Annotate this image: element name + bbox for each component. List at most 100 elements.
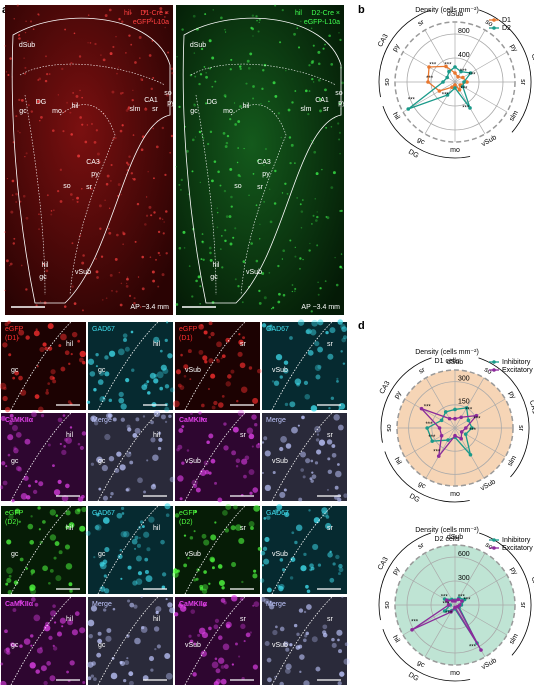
cell-dot bbox=[116, 512, 123, 519]
cell-dot bbox=[306, 328, 312, 335]
cell-dot bbox=[30, 569, 36, 574]
cell-dot bbox=[261, 272, 265, 275]
cell-dot bbox=[208, 433, 214, 439]
cell-dot bbox=[69, 111, 72, 114]
cell-dot bbox=[190, 412, 193, 416]
cell-dot bbox=[152, 279, 156, 283]
data-point bbox=[453, 605, 457, 610]
region-label: hil bbox=[66, 616, 73, 623]
region-label: sr bbox=[152, 106, 159, 113]
category-label: hil bbox=[393, 456, 403, 466]
cell-dot bbox=[58, 344, 62, 348]
cell-dot bbox=[224, 528, 230, 533]
cell-dot bbox=[244, 455, 250, 461]
cell-dot bbox=[9, 421, 13, 426]
cell-dot bbox=[6, 567, 13, 574]
layer-boundary bbox=[97, 412, 159, 502]
cell-dot bbox=[151, 270, 155, 274]
cell-dot bbox=[199, 181, 202, 184]
region-label: gc bbox=[19, 108, 27, 115]
cell-dot bbox=[230, 525, 236, 531]
cell-dot bbox=[121, 91, 124, 94]
cell-dot bbox=[255, 204, 258, 207]
cell-dot bbox=[290, 557, 296, 563]
cell-dot bbox=[46, 194, 49, 197]
cell-dot bbox=[79, 116, 82, 119]
cell-dot bbox=[260, 103, 262, 105]
cell-dot bbox=[337, 463, 340, 466]
cell-dot bbox=[224, 229, 227, 232]
region-outline bbox=[11, 17, 171, 304]
cell-dot bbox=[48, 581, 51, 585]
cell-dot bbox=[281, 258, 284, 260]
data-point bbox=[453, 416, 457, 421]
cell-dot bbox=[69, 589, 73, 593]
cell-dot bbox=[189, 378, 192, 381]
cell-dot bbox=[343, 335, 347, 340]
cell-dot bbox=[189, 639, 194, 644]
cell-dot bbox=[52, 379, 57, 384]
cell-dot bbox=[115, 290, 118, 293]
cell-dot bbox=[217, 657, 225, 664]
cell-dot bbox=[119, 464, 126, 471]
cell-dot bbox=[40, 413, 45, 418]
cell-dot bbox=[52, 604, 56, 608]
cell-dot bbox=[294, 246, 296, 249]
cell-dot bbox=[309, 242, 311, 245]
cell-dot bbox=[178, 246, 182, 250]
cell-dot bbox=[101, 298, 104, 301]
cell-dot bbox=[217, 402, 224, 408]
cell-dot bbox=[297, 46, 301, 49]
cell-dot bbox=[315, 374, 321, 380]
cell-dot bbox=[144, 569, 149, 574]
cell-dot bbox=[19, 644, 23, 648]
cell-dot bbox=[93, 556, 96, 559]
cell-dot bbox=[222, 131, 226, 135]
region-label: sr bbox=[323, 106, 330, 113]
cell-dot bbox=[25, 567, 29, 570]
cell-dot bbox=[300, 226, 303, 229]
cell-dot bbox=[306, 604, 312, 610]
cell-dot bbox=[174, 612, 179, 617]
cell-dot bbox=[141, 525, 145, 529]
cell-dot bbox=[43, 624, 51, 632]
cell-dot bbox=[338, 408, 341, 411]
cell-dot bbox=[337, 319, 344, 325]
cell-dot bbox=[146, 380, 150, 384]
cell-dot bbox=[189, 536, 194, 540]
micrograph bbox=[176, 5, 344, 315]
cell-dot bbox=[288, 136, 292, 139]
region-label: gc bbox=[190, 108, 198, 115]
cell-dot bbox=[144, 223, 147, 226]
cell-dot bbox=[0, 382, 7, 390]
region-label: mo bbox=[223, 108, 233, 115]
cell-dot bbox=[76, 196, 79, 200]
channel-label: CaMKIIα bbox=[179, 601, 208, 608]
cell-dot bbox=[198, 324, 204, 330]
cell-dot bbox=[118, 391, 124, 398]
micrograph-tile bbox=[175, 506, 260, 594]
cell-dot bbox=[50, 369, 56, 375]
cell-dot bbox=[242, 260, 246, 263]
micrograph-tile bbox=[262, 322, 347, 410]
cell-dot bbox=[177, 383, 182, 388]
data-point bbox=[460, 75, 465, 80]
cell-dot bbox=[169, 387, 175, 393]
significance: *** bbox=[428, 435, 436, 441]
cell-dot bbox=[62, 130, 65, 133]
data-point bbox=[450, 85, 454, 89]
cell-dot bbox=[190, 609, 196, 614]
cell-dot bbox=[4, 406, 11, 413]
data-point bbox=[458, 83, 462, 87]
data-point bbox=[464, 406, 469, 410]
cell-dot bbox=[109, 495, 112, 499]
cell-dot bbox=[82, 254, 85, 257]
cell-dot bbox=[237, 147, 239, 149]
cell-dot bbox=[29, 20, 33, 23]
cell-dot bbox=[112, 417, 117, 422]
cell-dot bbox=[299, 257, 302, 260]
cell-dot bbox=[117, 66, 120, 68]
cell-dot bbox=[46, 661, 51, 666]
cell-dot bbox=[275, 353, 283, 361]
region-label: CA3 bbox=[257, 159, 271, 166]
